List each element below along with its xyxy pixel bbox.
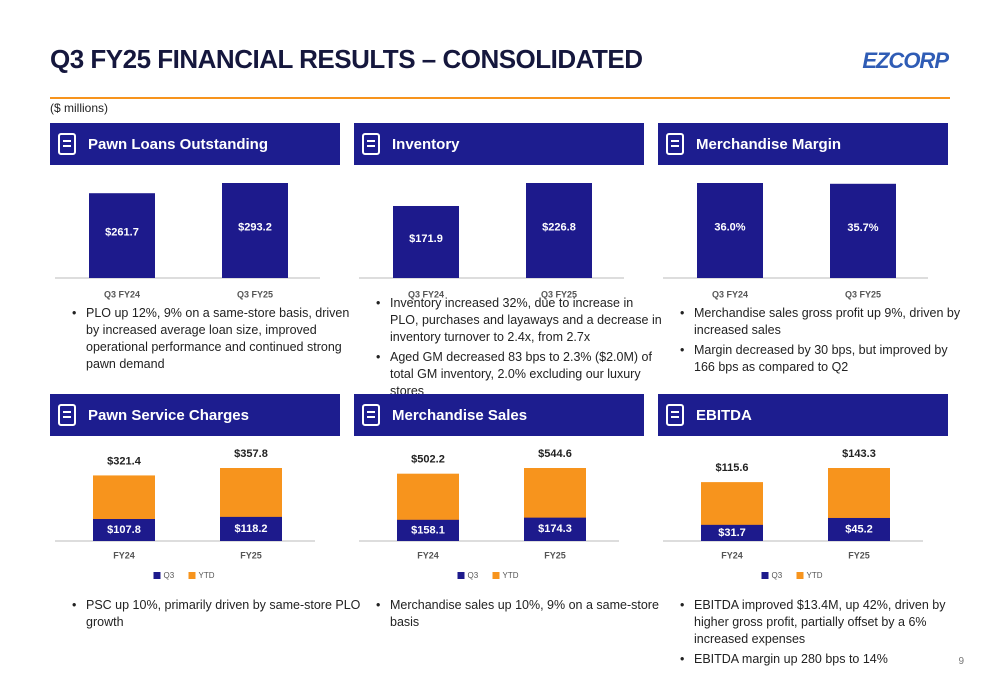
icon-shape [362, 404, 380, 426]
notes: PSC up 10%, primarily driven by same-sto… [58, 597, 361, 634]
legend-swatch [153, 572, 161, 579]
bar [830, 183, 896, 278]
chart: $321.4 $357.8 $107.8 $118.2 FY24 FY25 Q3 YTD [55, 448, 315, 580]
value-label: $107.8 [107, 524, 141, 536]
category-label: FY24 [417, 550, 439, 560]
icon-shape [362, 133, 380, 155]
divider [50, 97, 950, 99]
legend-label: Q3 [772, 571, 783, 580]
bar [393, 205, 459, 278]
value-label: $143.3 [842, 448, 876, 460]
bar [220, 516, 282, 541]
notes: PLO up 12%, 9% on a same-store basis, dr… [58, 305, 361, 376]
bar [701, 524, 763, 541]
chart: 36.0% 35.7% Q3 FY24 Q3 FY25 [663, 183, 928, 299]
panel-header: Merchandise Sales [354, 394, 644, 436]
bar [526, 183, 592, 278]
value-label: $45.2 [845, 523, 873, 535]
bar [697, 183, 763, 278]
legend-swatch [796, 572, 804, 579]
unit-note: ($ millions) [50, 101, 109, 115]
panel-icon [58, 133, 76, 155]
value-label: 35.7% [847, 222, 878, 234]
panel-header: Inventory [354, 123, 644, 165]
category-label: FY25 [240, 550, 262, 560]
legend-label: YTD [807, 571, 823, 580]
notes: Inventory increased 32%, due to increase… [362, 295, 665, 403]
value-label: $357.8 [234, 448, 268, 460]
chart: $115.6 $143.3 $31.7 $45.2 FY24 FY25 Q3 YTD [663, 448, 923, 580]
category-label: Q3 FY25 [237, 289, 273, 299]
bar [222, 183, 288, 278]
note-item: Aged GM decreased 83 bps to 2.3% ($2.0M)… [376, 349, 665, 400]
panel-icon [362, 404, 380, 426]
category-label: FY25 [848, 550, 870, 560]
note-item: Merchandise sales gross profit up 9%, dr… [680, 305, 969, 339]
category-label: FY24 [721, 550, 743, 560]
value-label: $321.4 [107, 455, 142, 467]
panel-icon [362, 133, 380, 155]
category-label: Q3 FY25 [845, 289, 881, 299]
note-item: Margin decreased by 30 bps, but improved… [680, 342, 969, 376]
note-item: Merchandise sales up 10%, 9% on a same-s… [376, 597, 665, 631]
value-label: $118.2 [234, 523, 267, 535]
value-label: $158.1 [411, 524, 445, 536]
legend-label: YTD [199, 571, 215, 580]
panel-header: Pawn Service Charges [50, 394, 340, 436]
bar [93, 519, 155, 541]
note-item: PSC up 10%, primarily driven by same-sto… [72, 597, 361, 631]
slide-title: Q3 FY25 FINANCIAL RESULTS – CONSOLIDATED [50, 44, 643, 74]
legend-swatch [761, 572, 769, 579]
bar [89, 193, 155, 278]
legend-swatch [457, 572, 465, 579]
notes: Merchandise sales gross profit up 9%, dr… [666, 305, 969, 379]
panel-header: EBITDA [658, 394, 948, 436]
icon-shape [666, 404, 684, 426]
bar [524, 517, 586, 541]
value-label: $502.2 [411, 454, 445, 466]
value-label: $544.6 [538, 448, 572, 460]
value-label: 36.0% [714, 221, 745, 233]
value-label: $115.6 [715, 462, 748, 474]
notes: EBITDA improved $13.4M, up 42%, driven b… [666, 597, 969, 671]
note-item: PLO up 12%, 9% on a same-store basis, dr… [72, 305, 361, 373]
logo: EZCORP [862, 48, 949, 73]
panel-icon [666, 133, 684, 155]
chart: $261.7 $293.2 Q3 FY24 Q3 FY25 [55, 183, 320, 299]
category-label: Q3 FY24 [104, 289, 140, 299]
category-label: FY25 [544, 550, 566, 560]
icon-shape [58, 133, 76, 155]
note-item: Inventory increased 32%, due to increase… [376, 295, 665, 346]
legend-swatch [188, 572, 196, 579]
bar [397, 519, 459, 541]
value-label: $261.7 [105, 227, 139, 239]
value-label: $31.7 [718, 527, 746, 539]
category-label: Q3 FY24 [712, 289, 748, 299]
icon-shape [58, 404, 76, 426]
category-label: FY24 [113, 550, 135, 560]
value-label: $171.9 [409, 233, 443, 245]
panel-icon [666, 404, 684, 426]
panel-icon [58, 404, 76, 426]
icon-shape [666, 133, 684, 155]
value-label: $226.8 [542, 221, 576, 233]
value-label: $174.3 [538, 523, 572, 535]
notes: Merchandise sales up 10%, 9% on a same-s… [362, 597, 665, 634]
legend-swatch [492, 572, 500, 579]
legend-label: Q3 [164, 571, 175, 580]
note-item: EBITDA margin up 280 bps to 14% [680, 651, 969, 668]
chart: $502.2 $544.6 $158.1 $174.3 FY24 FY25 Q3 YTD [359, 448, 619, 580]
note-item: EBITDA improved $13.4M, up 42%, driven b… [680, 597, 969, 648]
legend-label: YTD [503, 571, 519, 580]
value-label: $293.2 [238, 221, 272, 233]
panel-header: Merchandise Margin [658, 123, 948, 165]
panel-header: Pawn Loans Outstanding [50, 123, 340, 165]
legend-label: Q3 [468, 571, 479, 580]
bar [828, 517, 890, 541]
